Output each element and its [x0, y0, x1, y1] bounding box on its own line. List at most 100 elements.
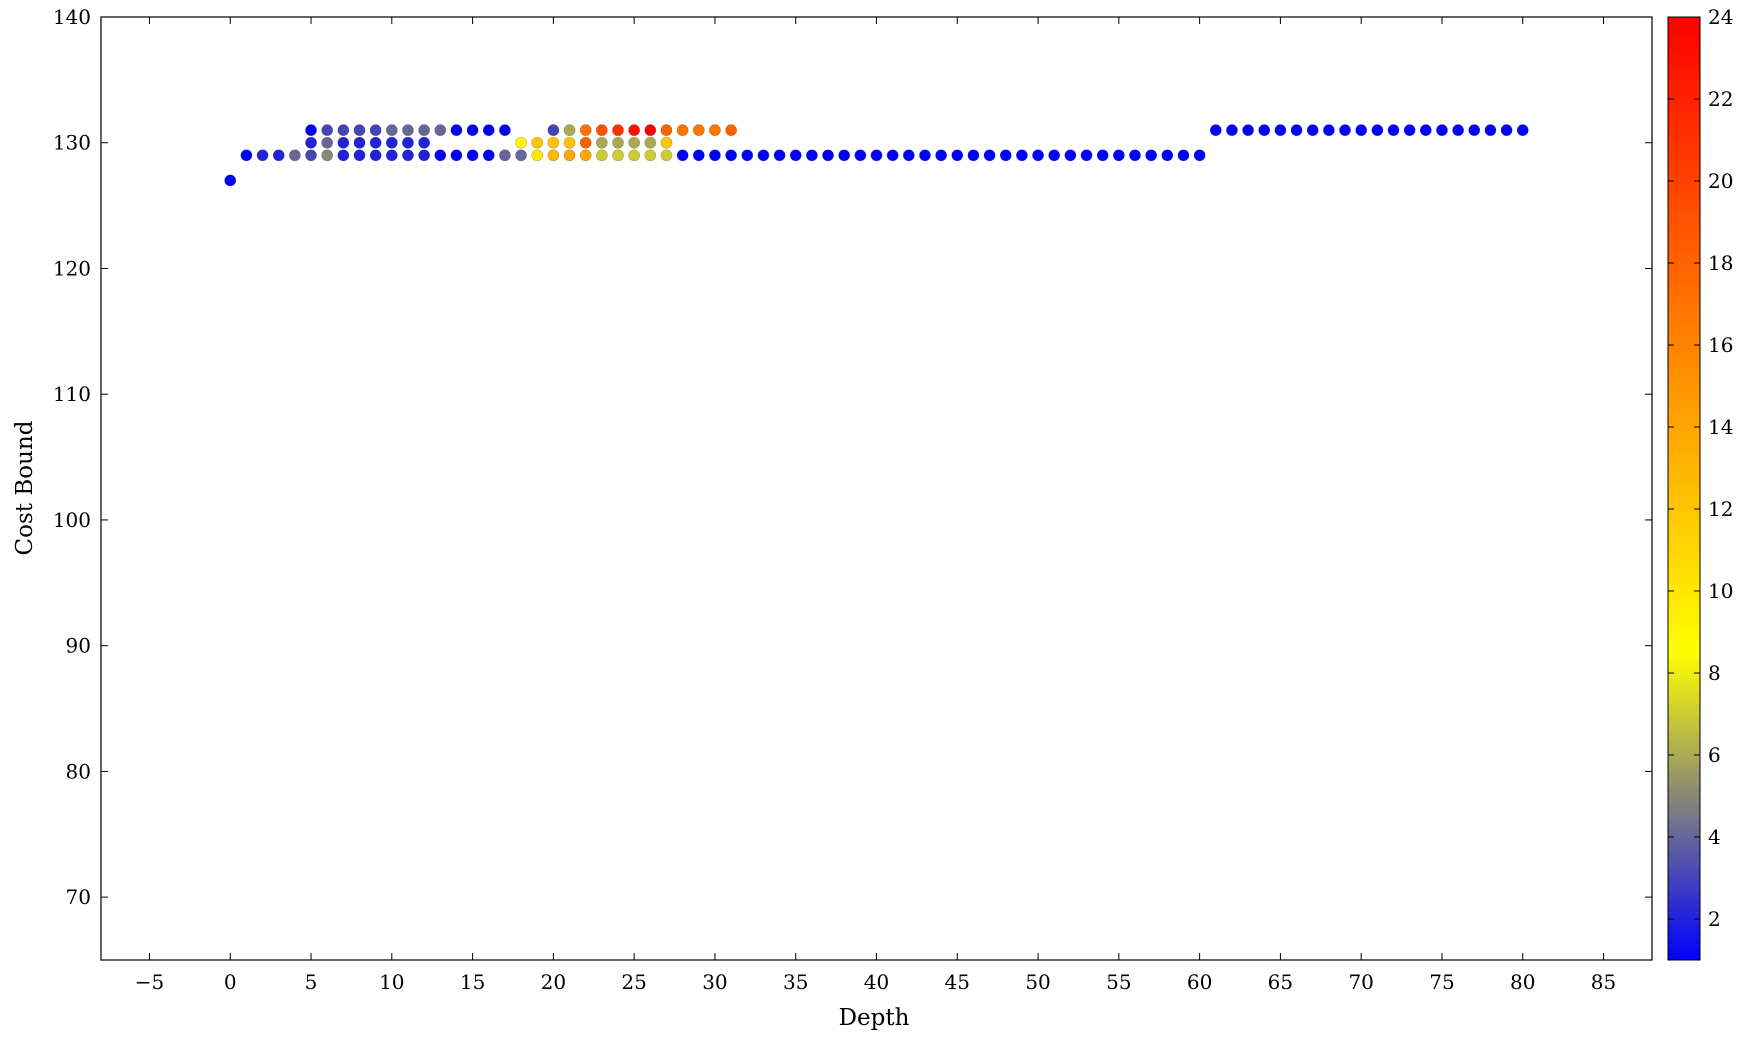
x-tick-label: 20	[541, 970, 566, 994]
data-point	[967, 149, 980, 162]
data-point	[272, 149, 285, 162]
x-tick-label: 10	[379, 970, 404, 994]
data-point	[660, 124, 673, 137]
data-point	[725, 124, 737, 137]
data-point	[563, 124, 576, 137]
data-point	[547, 124, 560, 137]
data-point	[305, 124, 317, 137]
data-point	[1387, 124, 1400, 137]
y-axis-label: Cost Bound	[12, 420, 38, 555]
x-tick-label: 85	[1591, 970, 1616, 994]
data-point	[709, 124, 721, 137]
data-point	[999, 149, 1012, 162]
data-point	[757, 149, 770, 162]
x-tick-label: 70	[1348, 970, 1373, 994]
data-point	[805, 149, 818, 162]
data-point	[822, 149, 834, 162]
data-point	[741, 149, 754, 162]
x-axis-label: Depth	[839, 1005, 910, 1031]
colorbar-tick-label: 8	[1708, 661, 1721, 685]
data-point	[902, 149, 915, 162]
data-point	[515, 149, 527, 162]
data-point	[644, 149, 657, 162]
data-point	[353, 124, 366, 137]
data-point	[305, 136, 317, 149]
data-point	[256, 149, 269, 162]
data-point	[482, 124, 495, 137]
data-point	[789, 149, 802, 162]
y-tick-label: 140	[53, 5, 91, 29]
data-point	[1436, 124, 1448, 137]
x-tick-label: 45	[945, 970, 970, 994]
data-point	[1032, 149, 1044, 162]
data-point	[676, 149, 689, 162]
data-point	[644, 124, 657, 137]
x-tick-label: 40	[864, 970, 889, 994]
data-point	[1290, 124, 1303, 137]
x-tick-label: 15	[460, 970, 485, 994]
colorbar-tick-label: 24	[1708, 5, 1733, 29]
x-tick-label: 35	[783, 970, 808, 994]
data-point	[531, 136, 544, 149]
x-tick-label: 25	[621, 970, 646, 994]
y-tick-label: 90	[66, 634, 91, 658]
data-point	[1145, 149, 1158, 162]
data-point	[1339, 124, 1351, 137]
data-point	[321, 136, 334, 149]
data-point	[579, 149, 592, 162]
data-point	[1258, 124, 1271, 137]
data-point	[466, 124, 479, 137]
data-point	[935, 149, 948, 162]
data-point	[1129, 149, 1141, 162]
data-point	[1355, 124, 1368, 137]
colorbar-tick-label: 2	[1708, 907, 1721, 931]
data-point	[499, 124, 511, 137]
data-point	[1371, 124, 1384, 137]
data-point	[305, 149, 317, 162]
data-point	[434, 124, 447, 137]
data-point	[563, 149, 576, 162]
data-point	[1177, 149, 1190, 162]
y-tick-label: 70	[66, 885, 91, 909]
data-point	[660, 136, 673, 149]
data-point	[547, 136, 560, 149]
colorbar-tick-label: 12	[1708, 497, 1733, 521]
x-tick-label: 65	[1268, 970, 1293, 994]
data-point	[1500, 124, 1513, 137]
data-point	[676, 124, 689, 137]
data-point	[692, 124, 705, 137]
data-point	[612, 124, 624, 137]
data-point	[418, 149, 431, 162]
data-point	[1064, 149, 1077, 162]
data-point	[385, 124, 398, 137]
data-point	[531, 149, 544, 162]
data-point	[1322, 124, 1335, 137]
data-point	[612, 136, 624, 149]
data-point	[1016, 149, 1028, 162]
data-point	[595, 124, 608, 137]
data-point	[337, 124, 350, 137]
data-point	[418, 124, 431, 137]
y-tick-label: 100	[53, 508, 91, 532]
data-point	[466, 149, 479, 162]
data-point	[1468, 124, 1481, 137]
data-point	[369, 149, 382, 162]
colorbar-tick-label: 16	[1708, 333, 1733, 357]
x-tick-label: 60	[1187, 970, 1212, 994]
data-point	[579, 124, 592, 137]
data-point	[515, 136, 527, 149]
colorbar-tick-label: 22	[1708, 87, 1733, 111]
data-point	[499, 149, 511, 162]
data-point	[709, 149, 721, 162]
colorbar-tick-label: 14	[1708, 415, 1733, 439]
data-point	[288, 149, 301, 162]
x-tick-label: 55	[1106, 970, 1131, 994]
data-point	[1161, 149, 1174, 162]
data-point	[1048, 149, 1061, 162]
data-point	[240, 149, 253, 162]
data-point	[612, 149, 624, 162]
colorbar-tick-label: 4	[1708, 825, 1721, 849]
data-point	[838, 149, 851, 162]
y-tick-label: 130	[53, 131, 91, 155]
